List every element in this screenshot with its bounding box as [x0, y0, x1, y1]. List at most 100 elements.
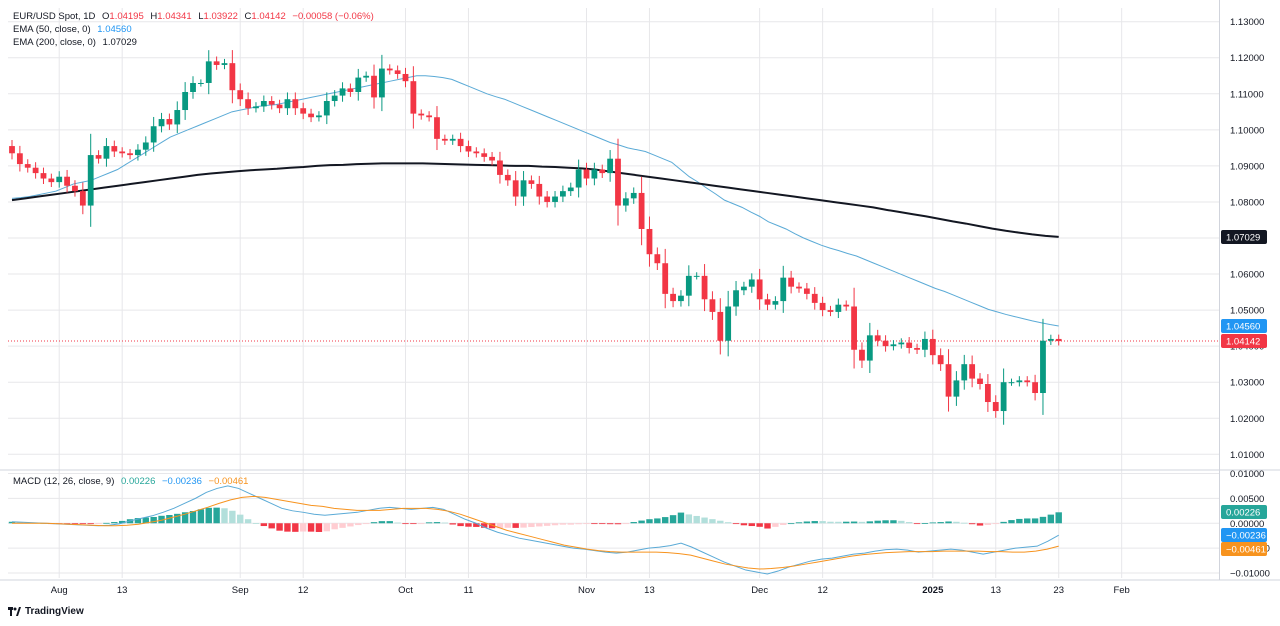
time-tick-label: Dec: [751, 585, 768, 596]
macd-tick-label: 0.00000: [1230, 519, 1264, 530]
candle-up: [135, 149, 141, 156]
macd-histogram-bar: [874, 520, 881, 524]
candle-up: [1016, 380, 1023, 383]
candle-up: [197, 82, 204, 84]
candle-up: [552, 196, 558, 202]
macd-histogram-bar: [394, 522, 401, 524]
macd-histogram-bar: [134, 518, 142, 524]
macd-histogram-bar: [441, 522, 449, 524]
macd-histogram-bar: [575, 523, 582, 525]
candle-up: [575, 169, 582, 188]
macd-histogram-bar: [229, 510, 236, 524]
macd-histogram-bar: [677, 512, 685, 524]
candle-down: [292, 99, 299, 109]
macd-histogram-bar: [732, 523, 740, 525]
macd-histogram-bar: [433, 522, 441, 524]
macd-histogram-bar: [174, 513, 181, 524]
price-label-ema-200: 1.07029: [1226, 232, 1260, 243]
macd-histogram-bar: [1055, 512, 1062, 524]
price-label-last-bg: [1221, 334, 1267, 349]
candle-up: [363, 75, 370, 78]
macd-histogram-bar: [425, 522, 433, 524]
macd-label-macd-bg: [1221, 528, 1267, 543]
candle-down: [914, 347, 920, 350]
macd-histogram-bar: [654, 518, 661, 524]
macd-label-macd: −0.00236: [1226, 531, 1266, 542]
macd-histogram-bar: [378, 521, 386, 524]
candle-down: [111, 146, 118, 152]
macd-histogram-bar: [693, 515, 700, 524]
macd-label-histogram: 0.00226: [1226, 508, 1260, 519]
tradingview-name: TradingView: [25, 606, 84, 617]
macd-histogram-bar: [244, 519, 252, 524]
macd-histogram-bar: [331, 523, 338, 530]
candle-down: [756, 279, 763, 300]
macd-histogram-bar: [662, 517, 669, 524]
macd-histogram-bar: [929, 522, 936, 524]
macd-histogram-bar: [103, 522, 110, 524]
candle-down: [874, 335, 881, 341]
candle-up: [622, 198, 629, 206]
ema50-value: 1.04560: [97, 24, 132, 35]
candle-down: [347, 88, 354, 92]
candle-down: [24, 164, 31, 168]
candle-down: [465, 146, 472, 152]
candle-up: [607, 158, 614, 174]
price-label-last: 1.04142: [1226, 337, 1260, 348]
macd-tick-label: 0.01000: [1230, 469, 1264, 480]
candle-down: [984, 384, 991, 403]
candle-down: [16, 153, 23, 165]
symbol-title: EUR/USD Spot, 1D: [13, 11, 96, 22]
candle-down: [701, 275, 708, 300]
candle-down: [127, 153, 133, 156]
macd-histogram-bar: [504, 523, 512, 528]
macd-histogram-bar: [764, 523, 771, 529]
candle-down: [827, 310, 834, 312]
macd-histogram-bar: [1031, 518, 1039, 524]
macd-histogram-bar: [1039, 516, 1047, 524]
macd-line: [11, 485, 1059, 575]
candle-up: [780, 277, 787, 302]
time-tick-label: 12: [298, 585, 309, 596]
macd-histogram-bar: [370, 522, 378, 524]
candle-down: [764, 299, 771, 305]
indicator-lines: [8, 75, 1219, 575]
candle-down: [64, 176, 70, 186]
price-tick-label: 1.11000: [1230, 89, 1264, 100]
macd-histogram-bar: [1008, 520, 1015, 524]
candle-down: [992, 402, 999, 412]
high-value: H1.04341: [150, 11, 192, 22]
candle-down: [229, 63, 236, 91]
candle-down: [906, 342, 913, 348]
candle-down: [268, 101, 275, 105]
candle-down: [662, 263, 669, 294]
candle-down: [945, 364, 952, 397]
macd-histogram-bar: [772, 523, 779, 527]
candle-up: [772, 301, 779, 305]
macd-histogram-bar: [268, 523, 275, 529]
candle-up: [378, 68, 385, 98]
time-tick-label: 11: [464, 585, 474, 596]
candle-up: [103, 146, 110, 159]
price-tick-label: 1.10000: [1230, 125, 1264, 136]
candle-up: [87, 155, 94, 206]
macd-histogram-bar: [803, 521, 811, 524]
signal-line: [12, 495, 1059, 570]
candle-down: [796, 286, 802, 289]
tradingview-logo[interactable]: TradingView: [8, 606, 84, 617]
macd-histogram-bar: [181, 512, 189, 524]
candle-down: [937, 355, 944, 365]
time-tick-label: Aug: [51, 585, 68, 596]
candle-up: [284, 99, 291, 109]
candle-up: [520, 180, 527, 197]
macd-histogram-bar: [355, 523, 362, 526]
candle-up: [142, 142, 149, 150]
macd-histogram-bar: [307, 523, 315, 532]
macd-histogram-bar: [905, 522, 913, 524]
macd-histogram-bar: [630, 522, 637, 524]
candle-up: [182, 91, 189, 111]
macd-histogram-bar: [520, 523, 527, 528]
macd-histogram-bar: [213, 507, 220, 524]
macd-histogram-bar: [614, 523, 622, 525]
